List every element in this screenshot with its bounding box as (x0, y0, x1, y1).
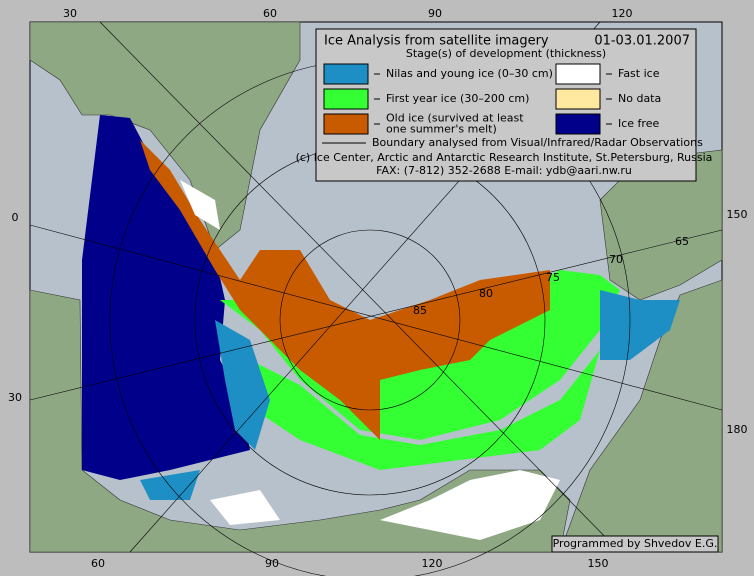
graticule-label: 80 (479, 287, 493, 300)
legend-title: Ice Analysis from satellite imagery (324, 34, 549, 49)
greenland (29, 21, 301, 251)
legend-label: Old ice (survived at least (386, 112, 524, 125)
old-ice (140, 140, 550, 440)
legend-box (315, 28, 697, 182)
legend-swatch (555, 113, 601, 135)
legend-label: No data (618, 92, 661, 105)
graticule-label: 65 (675, 235, 689, 248)
meridian (29, 229, 723, 401)
legend-swatch (323, 113, 369, 135)
nilas-young-ice (140, 290, 680, 500)
graticule-label: 75 (546, 271, 560, 284)
legend-swatch (323, 63, 369, 85)
graticule-label: 60 (263, 7, 277, 20)
ice-free-area (82, 115, 250, 480)
legend-date: 01-03.01.2007 (594, 34, 690, 49)
legend-subtitle: Stage(s) of development (thickness) (406, 47, 606, 60)
meridian (99, 21, 621, 553)
graticule-label: 90 (265, 557, 279, 570)
graticule-label: 120 (612, 7, 633, 20)
graticule-label: 70 (609, 253, 623, 266)
footer-text: Programmed by Shvedov E.G. (553, 537, 718, 550)
graticule-label: 150 (588, 557, 609, 570)
footer-box (551, 535, 719, 553)
latitude-circle (279, 229, 461, 411)
graticule-label: 180 (727, 423, 748, 436)
legend-swatch (555, 63, 601, 85)
credit: (c) Ice Center, Arctic and Antarctic Res… (296, 151, 713, 164)
legend: Ice Analysis from satellite imagery 01-0… (296, 28, 713, 182)
graticule-label: 120 (422, 557, 443, 570)
boundary-label: Boundary analysed from Visual/Infrared/R… (372, 136, 703, 149)
legend-label: one summer's melt) (386, 123, 497, 136)
graticule-label: 30 (8, 391, 22, 404)
meridian (29, 224, 723, 411)
footer: Programmed by Shvedov E.G. (551, 535, 719, 553)
contact: FAX: (7-812) 352-2688 E-mail: ydb@aari.n… (376, 164, 632, 177)
graticule-label: 60 (91, 557, 105, 570)
graticule-label: 150 (727, 208, 748, 221)
legend-label: First year ice (30–200 cm) (386, 92, 529, 105)
graticule-label: 85 (413, 304, 427, 317)
legend-label: Ice free (618, 117, 659, 130)
graticule-label: 90 (428, 7, 442, 20)
graticule-label: 0 (12, 211, 19, 224)
fast-ice (180, 180, 560, 540)
graticule-label: 30 (63, 7, 77, 20)
legend-swatch (323, 88, 369, 110)
legend-swatch (555, 88, 601, 110)
legend-label: Nilas and young ice (0–30 cm) (386, 67, 553, 80)
legend-label: Fast ice (618, 67, 660, 80)
